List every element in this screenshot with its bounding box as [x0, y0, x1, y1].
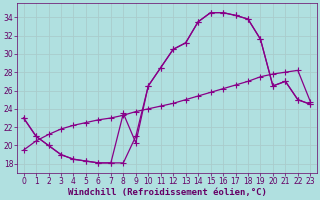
- X-axis label: Windchill (Refroidissement éolien,°C): Windchill (Refroidissement éolien,°C): [68, 188, 266, 197]
